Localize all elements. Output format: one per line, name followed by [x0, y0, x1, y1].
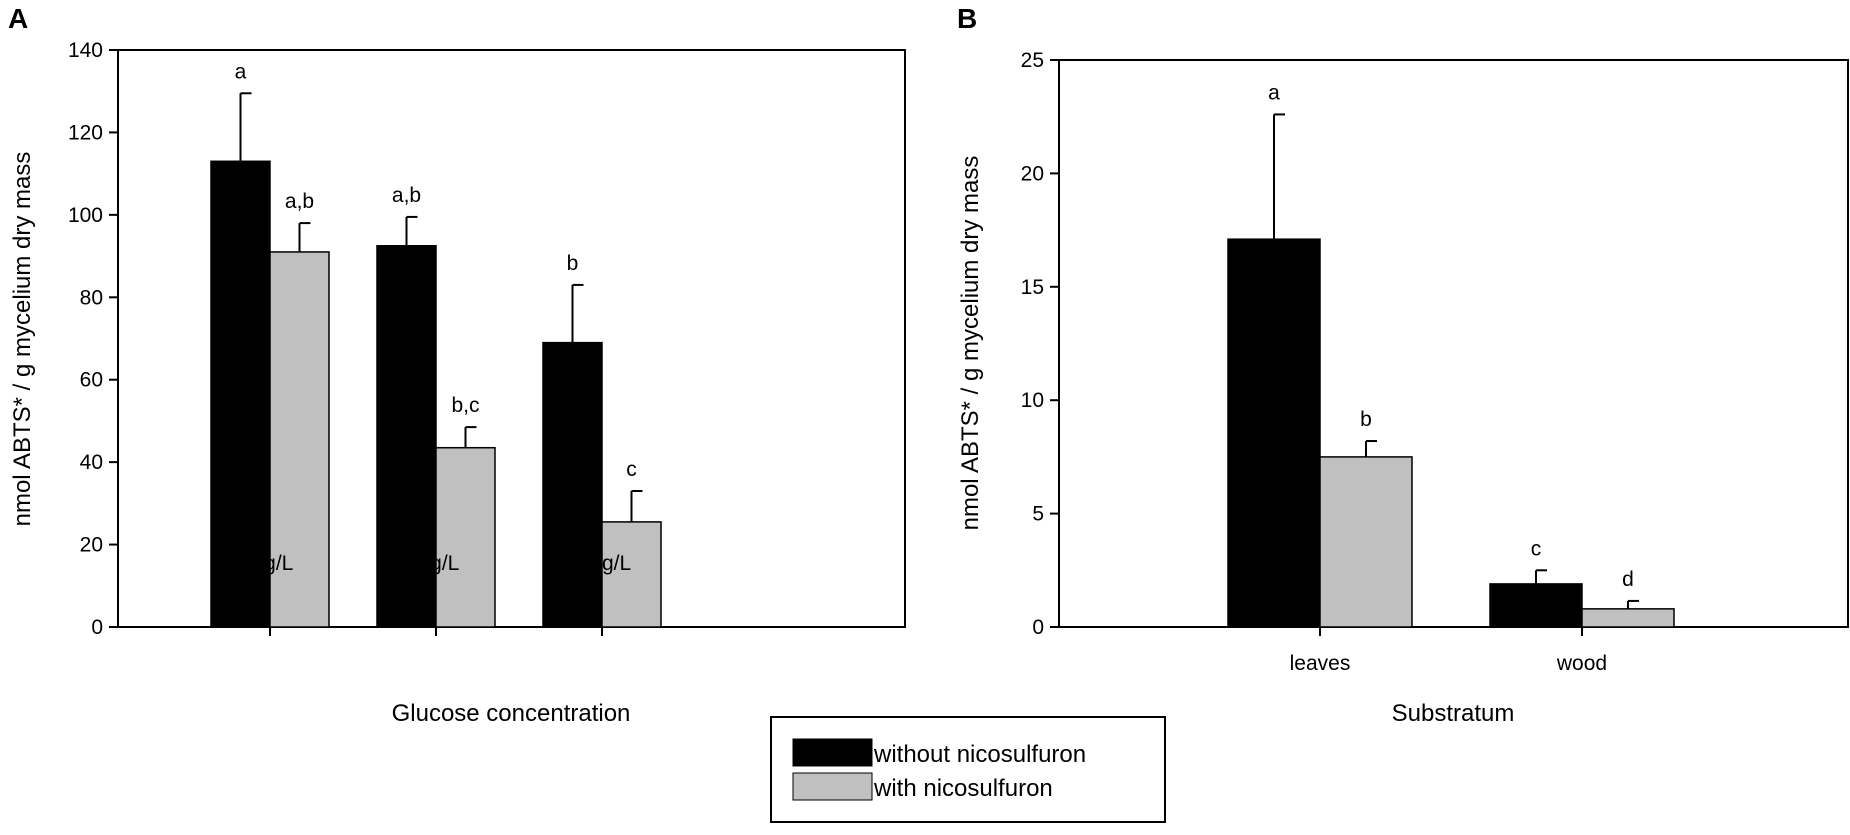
legend-label-without-nicosulfuron: without nicosulfuron	[873, 741, 1086, 768]
panel-a-y-tick-label-80: 80	[80, 286, 103, 309]
panel-a-y-tick-label-60: 60	[80, 369, 103, 392]
panel-a-bar-without-nicosulfuron-1-g-l	[210, 160, 271, 628]
panel-b-bars: a b c d	[1227, 81, 1675, 628]
panel-a-significance-label-without-nicosulfuron-5-g-l: a,b	[392, 184, 421, 207]
panel-a-x-categories: 1 g/L 5 g/L 10 g/L	[247, 552, 631, 636]
legend-swatch-without-nicosulfuron	[792, 738, 873, 767]
panel-b-y-tick-label-0: 0	[1032, 616, 1044, 639]
panel-b-significance-label-with-nicosulfuron-wood: d	[1622, 568, 1634, 591]
panel-b-significance-label-without-nicosulfuron-wood: c	[1531, 537, 1542, 560]
panel-a-x-category-10-g-l: 10 g/L	[573, 552, 631, 575]
panel-a-y-tick-label-0: 0	[91, 616, 103, 639]
panel-a-y-tick-label-100: 100	[68, 204, 103, 227]
panel-a-x-category-5-g-l: 5 g/L	[413, 552, 460, 575]
panel-a-significance-label-with-nicosulfuron-10-g-l: c	[626, 458, 637, 481]
panel-a-plot-frame	[117, 49, 906, 628]
panel-a-y-tick-label-120: 120	[68, 121, 103, 144]
panel-a-significance-label-with-nicosulfuron-5-g-l: b,c	[451, 394, 479, 417]
panel-a-significance-label-without-nicosulfuron-1-g-l: a	[235, 60, 247, 83]
legend-swatch-with-nicosulfuron	[792, 772, 873, 801]
panel-a-y-ticks: 0 20 40 60 80 100 120 140	[68, 39, 118, 639]
panel-b-y-tick-label-5: 5	[1032, 503, 1044, 526]
panel-b-plot-frame	[1058, 59, 1849, 628]
panel-a-x-axis-title: Glucose concentration	[392, 700, 631, 727]
panel-b-x-categories: leaves wood	[1290, 627, 1607, 675]
panel-a-significance-label-with-nicosulfuron-1-g-l: a,b	[285, 190, 314, 213]
panel-a-bar-with-nicosulfuron-5-g-l	[435, 446, 496, 628]
legend-frame	[770, 716, 1166, 823]
panel-b-y-axis-title: nmol ABTS* / g mycelium dry mass	[957, 156, 984, 531]
panel-b-bar-without-nicosulfuron-wood	[1489, 583, 1583, 628]
panel-a-letter: A	[8, 3, 28, 34]
panel-b-significance-label-without-nicosulfuron-leaves: a	[1268, 81, 1280, 104]
panel-b-y-tick-label-20: 20	[1021, 162, 1044, 185]
panel-a-x-category-1-g-l: 1 g/L	[247, 552, 294, 575]
panel-a-bar-without-nicosulfuron-5-g-l	[376, 245, 437, 628]
panel-a-y-tick-label-20: 20	[80, 534, 103, 557]
panel-b-significance-label-with-nicosulfuron-leaves: b	[1360, 408, 1372, 431]
panel-b-bar-with-nicosulfuron-leaves	[1319, 456, 1413, 628]
panel-a-y-tick-label-40: 40	[80, 451, 103, 474]
panel-b-y-ticks: 0 5 10 15 20 25	[1021, 49, 1059, 639]
panel-a-bar-without-nicosulfuron-10-g-l	[542, 341, 603, 628]
panel-a-significance-label-without-nicosulfuron-10-g-l: b	[567, 252, 579, 275]
panel-a-bars: a a,b a,b b,c b c	[210, 60, 662, 628]
panel-b-bar-with-nicosulfuron-wood	[1581, 608, 1675, 628]
panel-b-y-tick-label-25: 25	[1021, 49, 1044, 72]
panel-b-y-tick-label-10: 10	[1021, 389, 1044, 412]
panel-b-x-axis-title: Substratum	[1392, 700, 1515, 727]
panel-a-y-axis-title: nmol ABTS* / g mycelium dry mass	[9, 152, 36, 527]
legend: without nicosulfuron with nicosulfuron	[770, 716, 1166, 823]
panel-b-bar-without-nicosulfuron-leaves	[1227, 238, 1321, 628]
panel-b-x-category-wood: wood	[1556, 652, 1607, 675]
panel-a-y-tick-label-140: 140	[68, 39, 103, 62]
legend-label-with-nicosulfuron: with nicosulfuron	[873, 775, 1053, 802]
panel-b-x-category-leaves: leaves	[1290, 652, 1351, 675]
panel-a-bar-with-nicosulfuron-1-g-l	[269, 251, 330, 628]
panel-b-y-tick-label-15: 15	[1021, 276, 1044, 299]
panel-a: A 0 20 40 60 80 100 120 140 a a,b a,b b,c b c 1 g/L 5…	[8, 3, 906, 727]
panel-b-letter: B	[957, 3, 977, 34]
panel-a-bar-with-nicosulfuron-10-g-l	[601, 521, 662, 628]
